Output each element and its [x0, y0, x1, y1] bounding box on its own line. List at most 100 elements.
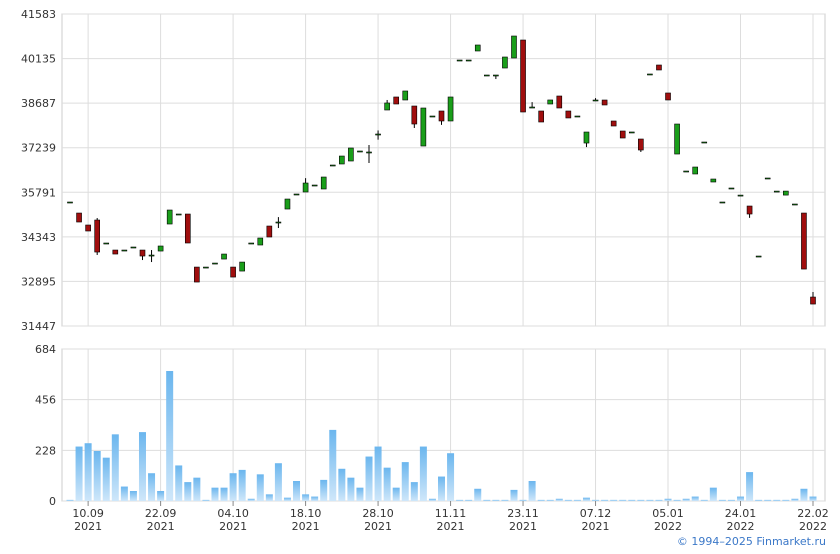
candle-body	[212, 262, 218, 265]
y-tick-label: 31447	[21, 320, 56, 333]
volume-bar	[755, 499, 763, 501]
candle-body	[184, 213, 191, 244]
candle-body	[112, 249, 119, 255]
candle-body	[792, 203, 798, 206]
candle-body	[366, 151, 372, 154]
candle-body	[121, 249, 128, 252]
volume-bar	[202, 499, 210, 501]
volume-bar	[592, 499, 600, 501]
y-tick-label: 0	[49, 495, 56, 508]
volume-bar	[401, 462, 409, 501]
candle-body	[320, 176, 327, 190]
candle-body	[746, 205, 753, 215]
candle-body	[783, 190, 789, 196]
volume-bar	[338, 468, 346, 501]
volume-bar	[129, 491, 137, 501]
volume-bar	[447, 453, 455, 501]
volume-bar	[283, 497, 291, 501]
y-tick-label: 40135	[21, 53, 56, 66]
volume-bar	[655, 499, 663, 501]
candle-body	[638, 138, 644, 151]
volume-bar	[320, 479, 328, 501]
volume-bar	[764, 499, 772, 501]
x-tick-label: 18.10	[290, 507, 322, 520]
y-tick-label: 228	[35, 444, 56, 457]
candle-body	[393, 96, 399, 105]
volume-bar	[166, 371, 174, 501]
y-tick-label: 41583	[21, 8, 56, 21]
volume-bar	[184, 482, 192, 501]
volume-bar	[465, 499, 473, 501]
volume-bar	[265, 494, 273, 501]
volume-bar	[220, 487, 228, 501]
volume-bar	[120, 486, 128, 501]
volume-bar	[682, 498, 690, 501]
volume-bar	[229, 473, 237, 501]
x-tick-year: 2021	[582, 520, 610, 533]
candle-body	[203, 266, 209, 269]
x-tick-year: 2022	[727, 520, 755, 533]
volume-bar	[691, 496, 699, 501]
x-tick-year: 2021	[437, 520, 465, 533]
candle-body	[67, 201, 73, 204]
candle-body	[565, 110, 572, 119]
candle-body	[547, 99, 554, 105]
candle-body	[429, 115, 436, 118]
volume-bar	[374, 446, 382, 501]
volume-bar	[718, 499, 726, 501]
volume-bar	[782, 499, 790, 501]
volume-bar	[773, 499, 781, 501]
copyright: © 1994–2025 Finmarket.ru	[677, 535, 826, 548]
volume-bar	[700, 499, 708, 501]
candle-body	[221, 253, 227, 260]
volume-bar	[492, 499, 500, 501]
volume-bar	[737, 496, 745, 501]
volume-bar	[419, 446, 427, 501]
x-tick-label: 24.01	[725, 507, 757, 520]
x-tick-year: 2021	[219, 520, 247, 533]
candle-body	[94, 219, 100, 253]
candle-body	[76, 212, 82, 223]
candle-body	[493, 74, 499, 77]
volume-bar	[601, 499, 609, 501]
candle-body	[103, 242, 110, 245]
x-tick-label: 07.12	[580, 507, 612, 520]
volume-bar	[646, 499, 654, 501]
volume-bar	[329, 429, 337, 501]
candle-body	[302, 182, 309, 193]
volume-bar	[456, 499, 464, 501]
y-tick-label: 456	[35, 394, 56, 407]
volume-bar	[528, 481, 536, 501]
volume-bar	[247, 498, 255, 501]
volume-bar	[573, 499, 581, 501]
volume-bar	[546, 499, 554, 501]
candle-body	[511, 35, 517, 59]
y-tick-label: 37239	[21, 142, 56, 155]
candle-body	[166, 209, 173, 225]
candle-body	[456, 59, 463, 62]
volume-bar	[809, 496, 817, 501]
volume-bar	[274, 463, 282, 501]
candle-body	[764, 177, 771, 180]
volume-bar	[501, 499, 509, 501]
volume-bar	[148, 473, 156, 501]
candle-body	[411, 105, 418, 125]
candle-body	[701, 141, 708, 144]
x-tick-label: 22.02	[797, 507, 829, 520]
candle-body	[692, 166, 699, 175]
candle-body	[266, 225, 273, 238]
candle-body	[656, 64, 662, 71]
x-tick-label: 23.11	[507, 507, 539, 520]
candle-body	[529, 106, 535, 109]
volume-bar	[709, 487, 717, 501]
candle-body	[583, 131, 590, 144]
x-tick-label: 11.11	[435, 507, 467, 520]
x-tick-year: 2021	[74, 520, 102, 533]
candle-body	[683, 170, 689, 173]
candle-body	[710, 178, 717, 183]
volume-bar	[510, 489, 518, 501]
candle-body	[157, 245, 164, 252]
volume-bar	[474, 488, 482, 501]
x-tick-year: 2022	[654, 520, 682, 533]
x-tick-year: 2021	[509, 520, 537, 533]
